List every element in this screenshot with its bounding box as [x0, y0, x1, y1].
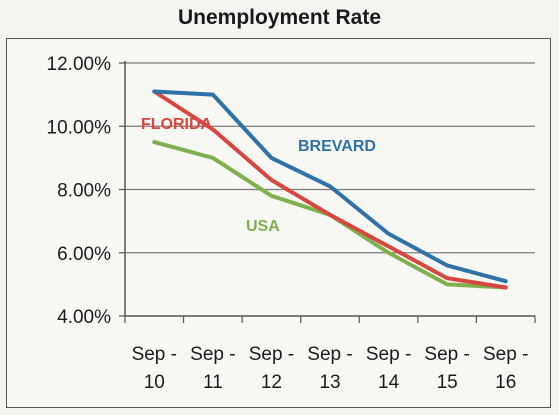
- labels: 4.00% 6.00% 8.00% 10.00% 12.00% Sep -10 Sep -1…: [47, 54, 529, 393]
- series-label-usa: USA: [246, 218, 280, 235]
- y-tick-label: 10.00%: [47, 117, 112, 138]
- x-tick-label: Sep -13: [307, 344, 352, 393]
- x-tick-label: Sep -16: [483, 344, 528, 393]
- series-label-florida: FLORIDA: [141, 116, 213, 133]
- series-label-brevard: BREVARD: [298, 138, 376, 155]
- gridlines: [125, 62, 535, 254]
- chart-frame: [6, 38, 551, 408]
- x-tick-label: Sep -14: [366, 344, 411, 393]
- y-tick-label: 4.00%: [57, 307, 111, 328]
- chart-title: Unemployment Rate: [177, 6, 382, 29]
- x-tick-label: Sep -10: [132, 344, 177, 393]
- x-tick-label: Sep -11: [190, 344, 235, 393]
- series-lines: [152, 89, 508, 290]
- y-tick-label: 8.00%: [57, 181, 111, 202]
- y-tick-label: 6.00%: [57, 244, 111, 265]
- x-tick-label: Sep -12: [249, 344, 294, 393]
- series-line-brevard: [152, 89, 508, 284]
- axes: [119, 61, 536, 323]
- y-tick-label: 12.00%: [47, 54, 112, 75]
- series-line-florida: [152, 89, 508, 290]
- x-tick-label: Sep -15: [424, 344, 469, 393]
